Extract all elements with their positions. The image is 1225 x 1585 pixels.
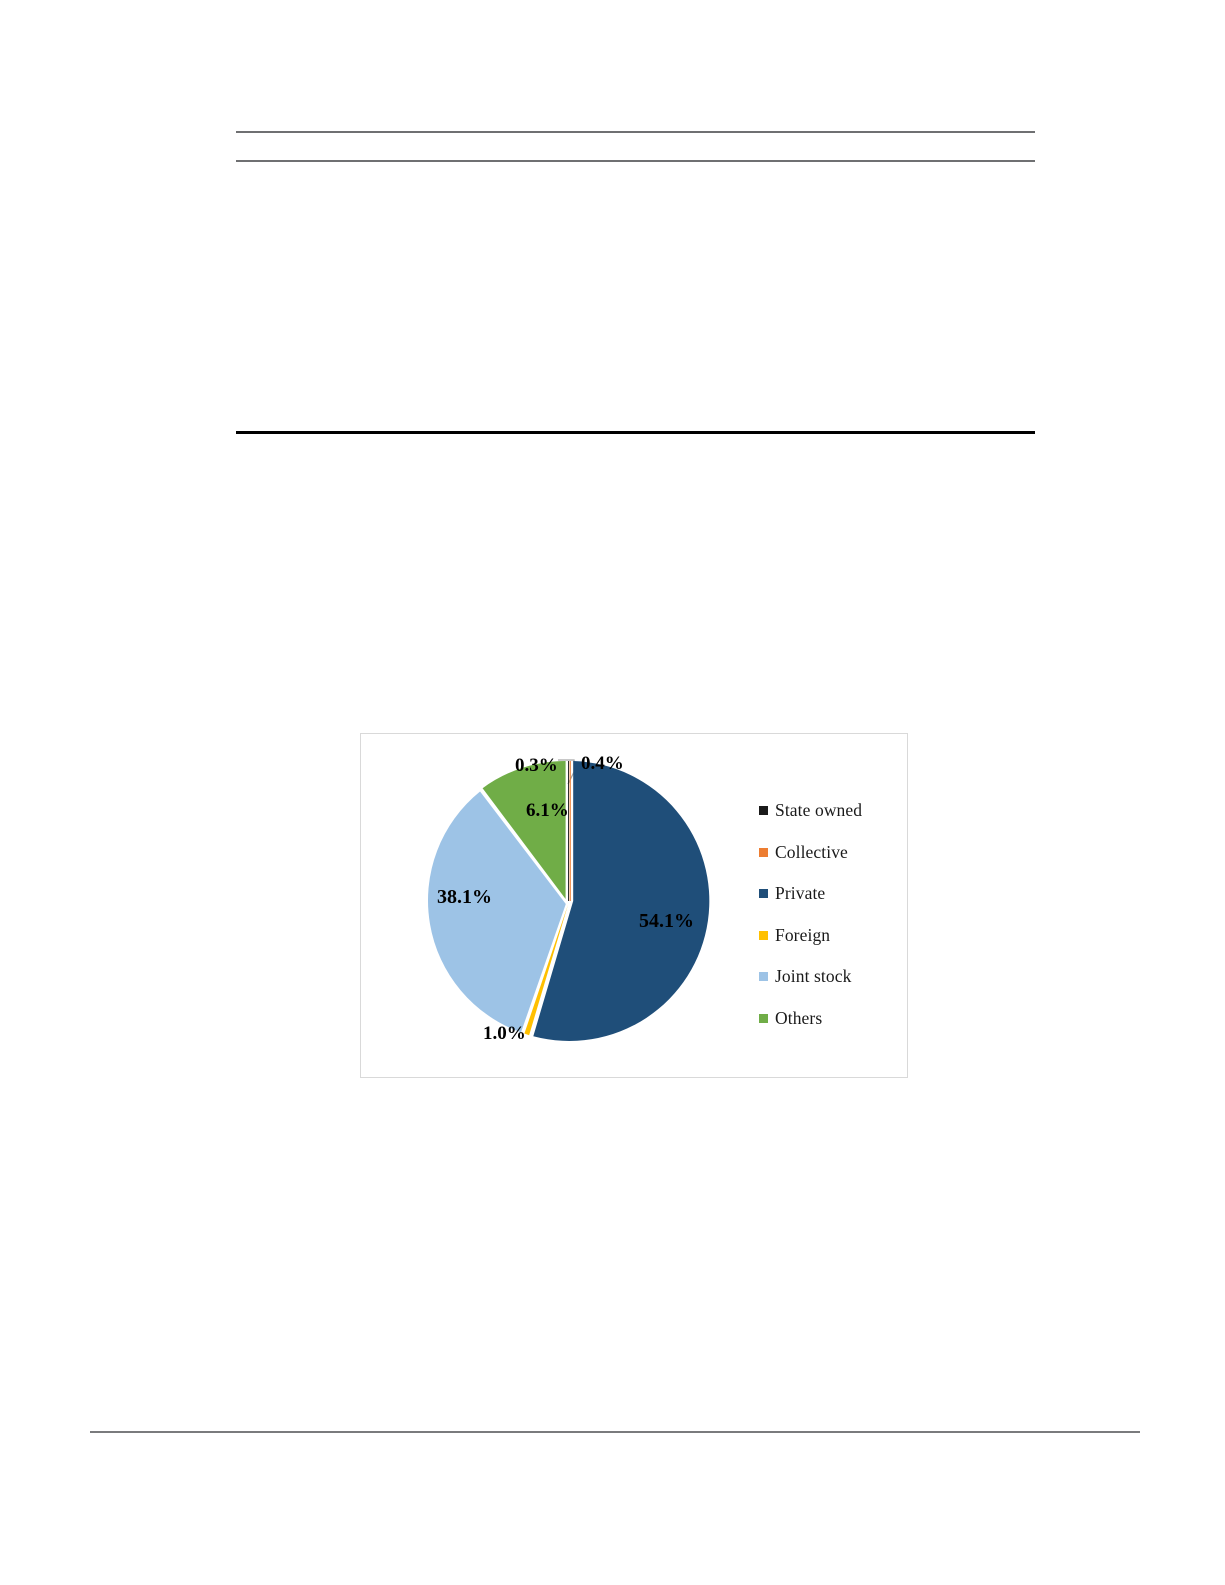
pie-chart-svg <box>428 759 710 1041</box>
legend-swatch-icon-state-owned <box>759 806 768 816</box>
pie-label-state-owned: 0.3% <box>515 755 558 776</box>
legend-swatch-icon-private <box>759 889 768 899</box>
pie-slice-private[interactable] <box>533 761 710 1041</box>
legend-swatch-icon-joint-stock <box>759 972 768 982</box>
legend-label-foreign: Foreign <box>775 924 831 945</box>
legend-label-joint-stock: Joint stock <box>775 966 852 987</box>
legend-item-joint-stock[interactable]: Joint stock <box>759 956 904 998</box>
pie-slice-state-owned[interactable] <box>568 760 569 901</box>
pie-slices <box>428 760 710 1041</box>
pie-label-collective: 0.4% <box>581 753 624 774</box>
legend-label-private: Private <box>775 883 826 904</box>
chart-legend: State owned Collective Private Foreign J… <box>759 790 904 1039</box>
legend-item-state-owned[interactable]: State owned <box>759 790 904 832</box>
legend-label-others: Others <box>775 1007 823 1028</box>
pie-slice-others[interactable] <box>482 761 566 899</box>
pie-slice-joint-stock[interactable] <box>428 791 566 1033</box>
legend-swatch-icon-collective <box>759 847 768 857</box>
pie-slice-foreign[interactable] <box>524 904 568 1036</box>
pie-label-joint-stock: 38.1% <box>437 886 492 908</box>
legend-swatch-icon-foreign <box>759 930 768 940</box>
legend-item-private[interactable]: Private <box>759 873 904 915</box>
horizontal-rule-top-2 <box>236 160 1035 162</box>
legend-label-state-owned: State owned <box>775 800 863 821</box>
legend-swatch-icon-others <box>759 1013 768 1023</box>
legend-item-others[interactable]: Others <box>759 998 904 1040</box>
horizontal-rule-bottom <box>90 1431 1140 1433</box>
pie-chart-plot-area: 0.3% 0.4% 54.1% 1.0% 38.1% 6.1% State ow… <box>361 734 907 1077</box>
pie-slice-collective[interactable] <box>569 761 571 901</box>
pie-label-foreign: 1.0% <box>483 1023 526 1044</box>
legend-item-collective[interactable]: Collective <box>759 832 904 874</box>
horizontal-rule-top-1 <box>236 131 1035 133</box>
pie-label-others: 6.1% <box>526 800 569 821</box>
legend-label-collective: Collective <box>775 841 848 862</box>
legend-item-foreign[interactable]: Foreign <box>759 915 904 957</box>
pie-label-private: 54.1% <box>639 910 694 932</box>
pie-chart-frame: 0.3% 0.4% 54.1% 1.0% 38.1% 6.1% State ow… <box>360 733 908 1078</box>
horizontal-rule-middle <box>236 431 1035 435</box>
